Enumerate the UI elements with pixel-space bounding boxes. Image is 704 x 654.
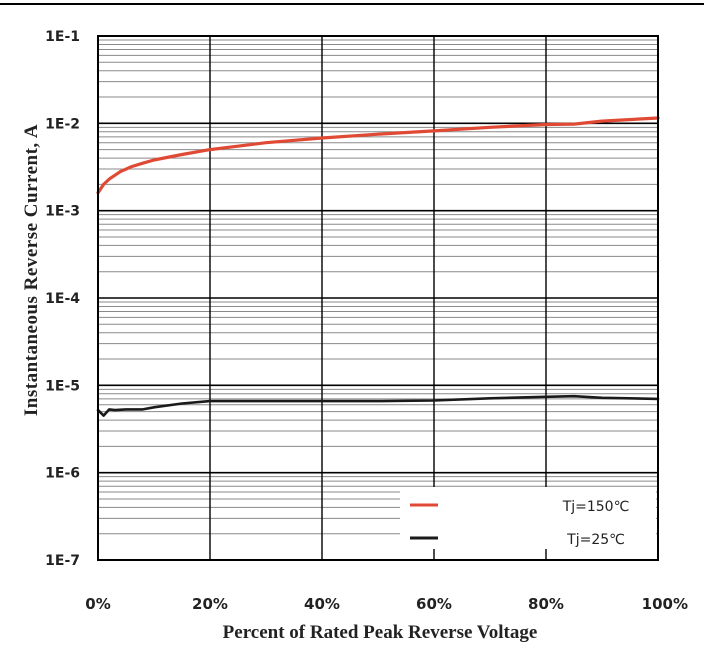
series-layer <box>96 116 660 417</box>
y-tick-label: 1E-1 <box>45 29 80 45</box>
series-line-tj-25 <box>96 394 660 417</box>
y-tick-label: 1E-5 <box>45 378 80 394</box>
y-tick-labels: 1E-1 1E-2 1E-3 1E-4 1E-5 1E-6 1E-7 <box>45 29 80 569</box>
legend-label: Tj=25℃ <box>566 532 625 548</box>
legend-label: Tj=150℃ <box>562 499 630 515</box>
y-tick-label: 1E-6 <box>45 466 80 482</box>
x-tick-label: 40% <box>304 595 340 613</box>
y-tick-label: 1E-7 <box>45 553 80 569</box>
y-tick-label: 1E-4 <box>45 291 80 307</box>
plot-border <box>97 35 659 561</box>
x-tick-labels: 0% 20% 40% 60% 80% 100% <box>85 595 688 613</box>
series-line-tj-150 <box>96 116 660 195</box>
y-tick-label: 1E-2 <box>45 116 80 132</box>
x-tick-label: 100% <box>642 595 688 613</box>
legend-background <box>400 487 656 549</box>
y-tick-label: 1E-3 <box>45 204 80 220</box>
x-tick-label: 80% <box>528 595 564 613</box>
legend: Tj=150℃ Tj=25℃ <box>400 487 656 549</box>
x-tick-label: 60% <box>416 595 452 613</box>
y-axis-label: Instantaneous Reverse Current, A <box>21 123 42 417</box>
x-axis-label: Percent of Rated Peak Reverse Voltage <box>222 622 538 643</box>
top-border-rule <box>0 3 704 5</box>
x-tick-label: 0% <box>85 595 110 613</box>
x-tick-label: 20% <box>192 595 228 613</box>
